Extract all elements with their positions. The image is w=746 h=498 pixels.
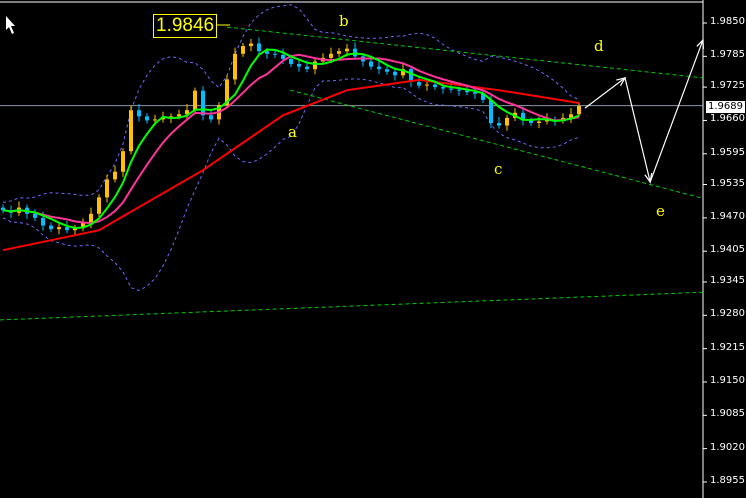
- candle-body: [465, 90, 469, 93]
- candle-body: [425, 84, 429, 86]
- candle-body: [377, 66, 381, 70]
- candle-body: [417, 81, 421, 86]
- candle-body: [65, 227, 69, 231]
- y-tick-label: 1.9085: [710, 408, 745, 420]
- candle-body: [81, 223, 85, 229]
- candle-body: [153, 119, 157, 121]
- candle-body: [89, 213, 93, 223]
- candle-body: [137, 110, 141, 117]
- wave-label-e: e: [656, 202, 665, 220]
- candle-body: [497, 123, 501, 126]
- wave-label-a: a: [288, 123, 297, 141]
- wave-label-c: c: [494, 160, 503, 178]
- candle-body: [505, 117, 509, 126]
- y-tick-label: 1.9405: [710, 244, 745, 256]
- candle-body: [209, 115, 213, 120]
- candle-body: [449, 88, 453, 90]
- candle-body: [201, 90, 205, 116]
- arrow-head-icon: [616, 76, 627, 86]
- candle-body: [473, 92, 477, 94]
- wave-label-b: b: [339, 12, 349, 30]
- candle-body: [297, 64, 301, 67]
- y-tick-label: 1.9215: [710, 341, 745, 353]
- candle-body: [193, 90, 197, 111]
- candle-body: [353, 48, 357, 57]
- fast-ma-line: [2, 48, 580, 230]
- candle-body: [345, 48, 349, 52]
- candle-body: [49, 225, 53, 230]
- candle-body: [273, 53, 277, 55]
- candle-body: [225, 79, 229, 106]
- candle-body: [409, 69, 413, 82]
- candle-body: [537, 121, 541, 123]
- candle-body: [393, 71, 397, 76]
- arrow-head-icon: [696, 38, 704, 49]
- candle-body: [161, 117, 165, 120]
- candle-body: [145, 116, 149, 121]
- y-tick-label: 1.9660: [710, 113, 745, 125]
- y-tick-label: 1.9535: [710, 177, 745, 189]
- candle-body: [265, 51, 269, 54]
- candle-body: [249, 43, 253, 47]
- candle-body: [577, 106, 581, 115]
- candle-body: [305, 66, 309, 70]
- candle-body: [369, 61, 373, 67]
- candle-body: [569, 114, 573, 118]
- wave-label-d: d: [594, 37, 604, 55]
- candle-body: [457, 89, 461, 91]
- bollinger-lower: [2, 78, 580, 292]
- y-tick-label: 1.9785: [710, 49, 745, 61]
- candle-body: [337, 51, 341, 54]
- trendline: [290, 89, 704, 199]
- candle-body: [185, 110, 189, 115]
- y-tick-label: 1.9850: [710, 16, 745, 27]
- y-tick-label: 1.9595: [710, 146, 745, 158]
- candle-body: [401, 69, 405, 76]
- mouse-cursor-icon: [6, 16, 15, 34]
- candle-body: [257, 43, 261, 52]
- wave-projection-path: [584, 39, 704, 185]
- candle-body: [105, 179, 109, 198]
- candle-body: [545, 119, 549, 122]
- candle-body: [73, 228, 77, 231]
- candle-body: [289, 58, 293, 65]
- y-tick-label: 1.8955: [710, 474, 745, 486]
- candle-body: [281, 54, 285, 59]
- slow-ma-line: [2, 78, 580, 252]
- y-tick-label: 1.9280: [710, 308, 745, 320]
- candle-body: [385, 69, 389, 72]
- trendline: [0, 291, 704, 321]
- y-tick-label: 1.9020: [710, 441, 745, 453]
- candle-body: [481, 93, 485, 100]
- candle-body: [441, 87, 445, 89]
- trendline: [226, 26, 704, 79]
- candle-body: [97, 197, 101, 214]
- candle-body: [233, 53, 237, 80]
- candle-body: [313, 61, 317, 70]
- candle-body: [33, 213, 37, 218]
- y-tick-label: 1.9150: [710, 374, 745, 386]
- candle-body: [529, 120, 533, 123]
- candle-body: [521, 112, 525, 121]
- candle-body: [241, 46, 245, 54]
- y-tick-label: 1.9345: [710, 274, 745, 286]
- candle-body: [433, 84, 437, 88]
- current-price-label: 1.9689: [706, 101, 745, 113]
- y-tick-label: 1.9725: [710, 80, 745, 92]
- candle-body: [1, 207, 5, 211]
- arrow-head-icon: [644, 172, 653, 184]
- candle-body: [489, 99, 493, 123]
- candle-body: [41, 217, 45, 226]
- y-tick-label: 1.9470: [710, 210, 745, 222]
- candle-body: [329, 53, 333, 58]
- candle-body: [177, 114, 181, 117]
- high-price-marker: 1.9846: [153, 14, 218, 38]
- candle-body: [121, 151, 125, 172]
- candle-body: [57, 227, 61, 230]
- bollinger-upper: [2, 4, 580, 203]
- candle-body: [129, 110, 133, 152]
- candle-body: [113, 171, 117, 180]
